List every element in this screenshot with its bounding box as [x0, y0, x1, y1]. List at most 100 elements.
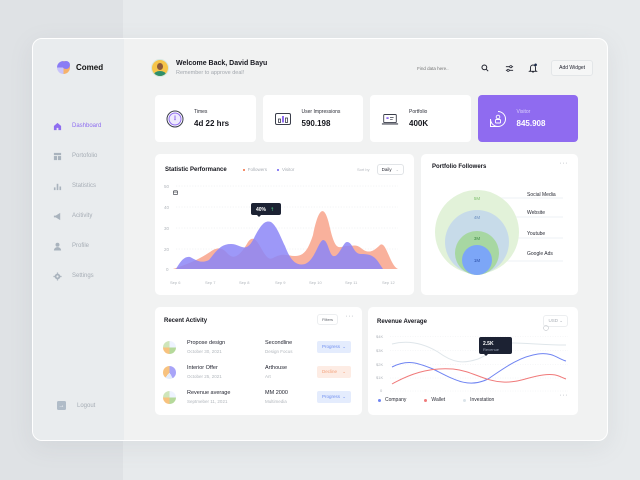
svg-text:Sep 8: Sep 8: [239, 280, 250, 285]
bell-icon[interactable]: [527, 62, 539, 74]
logout-label: Logout: [77, 402, 96, 409]
stats-row: Times 4d 22 hrs User Impressions 590.198…: [155, 95, 578, 142]
sidebar-item-settings[interactable]: Settings: [53, 261, 101, 291]
activity-date: October 25, 2021: [187, 374, 222, 379]
legend-wallet[interactable]: Wallet: [424, 397, 445, 403]
status-dropdown[interactable]: Progress ⌄: [317, 391, 351, 403]
sidebar-item-label: Profile: [72, 243, 90, 249]
card-title: Recent Activity: [164, 318, 208, 324]
stat-card-impressions[interactable]: User Impressions 590.198: [262, 95, 363, 142]
svg-text:4M: 4M: [474, 215, 481, 220]
sidebar-item-profile[interactable]: Profile: [53, 231, 101, 261]
bar-chart-icon: [274, 110, 292, 128]
revenue-line-chart: $4K $3K $2K $1K 0 2.5K Revenue: [376, 325, 568, 393]
statistic-performance-card: Statistic Performance Followers Visitor …: [155, 154, 414, 295]
activity-row[interactable]: Interior Offer October 25, 2021 Arthouse A…: [163, 360, 354, 384]
stat-card-times[interactable]: Times 4d 22 hrs: [155, 95, 256, 142]
activity-title: Revenue average: [187, 390, 231, 396]
activity-date: Septmeber 11, 2021: [187, 399, 228, 404]
svg-text:$4K: $4K: [376, 334, 383, 339]
legend-visitor[interactable]: Visitor: [276, 167, 295, 172]
status-dropdown[interactable]: Progress ⌄: [317, 341, 351, 353]
gear-icon: [53, 271, 62, 281]
svg-text:$2K: $2K: [376, 362, 383, 367]
activity-category: Design Focus: [265, 349, 293, 354]
sidebar-item-dashboard[interactable]: Dashboard: [53, 111, 101, 141]
avatar[interactable]: [151, 59, 169, 77]
header: Welcome Back, David Bayu Remember to app…: [151, 55, 593, 81]
svg-text:$3K: $3K: [376, 348, 383, 353]
legend-followers[interactable]: Followers: [242, 167, 267, 172]
calendar-icon: [173, 190, 178, 195]
sidebar-item-activity[interactable]: Acitivity: [53, 201, 101, 231]
stat-card-visitor[interactable]: Visitor 845.908: [477, 95, 578, 142]
activity-company: MM 2000: [265, 390, 288, 396]
stat-card-portfolio[interactable]: Portfolio 400K: [370, 95, 471, 142]
home-icon: [53, 122, 62, 130]
sort-dropdown[interactable]: Daily ⌄: [173, 164, 404, 195]
search-input[interactable]: [417, 65, 468, 71]
svg-text:Youtube: Youtube: [527, 231, 545, 237]
logout-button[interactable]: → Logout: [57, 401, 95, 410]
filter-sliders-icon[interactable]: [503, 62, 515, 74]
more-icon[interactable]: ···: [345, 313, 354, 320]
sidebar-item-label: Settings: [72, 273, 94, 279]
sidebar-item-label: Portofolio: [72, 153, 98, 159]
activity-category: Multimedia: [265, 399, 287, 404]
legend-company[interactable]: Company: [378, 397, 406, 403]
currency-dropdown[interactable]: USD ⌄: [543, 315, 568, 327]
sidebar-item-statistics[interactable]: Statistics: [53, 171, 101, 201]
revenue-legend: Company Wallet Investation: [378, 397, 494, 403]
welcome-subtitle: Remember to approve deal!: [176, 70, 245, 76]
activity-company: Arthouse: [265, 365, 288, 371]
legend-investation[interactable]: Investation: [463, 397, 494, 403]
svg-text:50: 50: [164, 184, 170, 189]
followers-nested-circles: 5M 4M 3M 1M Social Media Website Youtube…: [435, 190, 563, 275]
activity-row[interactable]: Propose design October 30, 2021 Secondlin…: [163, 335, 354, 359]
sort-by-label: Sort by: [356, 167, 370, 172]
laptop-icon: [381, 110, 399, 128]
legend-label: Visitor: [281, 167, 295, 172]
svg-text:40%: 40%: [256, 207, 267, 213]
logo[interactable]: Comed: [57, 61, 103, 74]
legend-label: Wallet: [431, 397, 446, 403]
visitor-icon: [489, 110, 507, 128]
sidebar-item-label: Acitivity: [72, 213, 93, 219]
card-title: Statistic Performance: [165, 166, 227, 173]
sidebar: Comed Dashboard Portofolio Statistics Ac…: [33, 39, 124, 440]
svg-text:Google Ads: Google Ads: [527, 251, 553, 257]
portfolio-followers-card: Portfolio Followers ··· 5M 4M 3M 1M Soci…: [421, 154, 578, 295]
stat-label: Times: [194, 109, 208, 115]
header-actions: Add Widget: [417, 60, 593, 76]
svg-text:Social Media: Social Media: [527, 192, 556, 198]
add-widget-button[interactable]: Add Widget: [551, 60, 593, 76]
status-dropdown[interactable]: Decline ⌄: [317, 366, 351, 378]
svg-text:40: 40: [164, 205, 170, 210]
svg-text:Sep 9: Sep 9: [275, 280, 286, 285]
legend-label: Investation: [470, 397, 495, 403]
activity-pie-icon: [163, 390, 176, 404]
legend-label: Followers: [247, 167, 267, 172]
revenue-tooltip: 2.5K Revenue: [479, 337, 512, 356]
dashboard-window: Comed Dashboard Portofolio Statistics Ac…: [32, 38, 608, 441]
currency-value: USD: [548, 318, 558, 323]
legend-label: Company: [385, 397, 407, 403]
stat-label: Visitor: [516, 109, 531, 115]
filters-button[interactable]: Filters: [317, 314, 338, 325]
stat-value: 400K: [409, 119, 429, 128]
sidebar-item-portofolio[interactable]: Portofolio: [53, 141, 101, 171]
chevron-down-icon: ⌄: [395, 167, 399, 172]
welcome-block: Welcome Back, David Bayu Remember to app…: [176, 60, 267, 76]
chart-icon: [53, 183, 62, 190]
more-icon[interactable]: ···: [559, 392, 568, 399]
stat-label: User Impressions: [301, 109, 341, 115]
svg-text:Sep 12: Sep 12: [382, 280, 395, 285]
svg-text:5M: 5M: [474, 196, 481, 201]
more-icon[interactable]: ···: [559, 160, 568, 167]
search-icon[interactable]: [479, 62, 491, 74]
activity-row[interactable]: Revenue average Septmeber 11, 2021 MM 200…: [163, 385, 354, 409]
card-title: Portfolio Followers: [432, 164, 487, 170]
logo-icon: [57, 61, 70, 74]
status-label: Decline: [322, 369, 338, 374]
activity-pie-icon: [163, 365, 176, 379]
